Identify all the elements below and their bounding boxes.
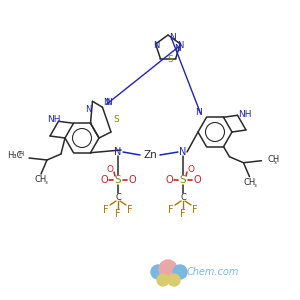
Text: N: N <box>114 147 122 157</box>
Circle shape <box>151 265 165 279</box>
Text: O: O <box>165 175 173 185</box>
Circle shape <box>173 265 187 279</box>
Text: S: S <box>167 56 173 64</box>
Text: S: S <box>115 175 121 185</box>
Text: H: H <box>18 151 24 157</box>
Text: N: N <box>195 108 202 117</box>
Text: ₃: ₃ <box>253 182 256 188</box>
Circle shape <box>157 274 169 286</box>
Text: O: O <box>100 175 108 185</box>
Text: N: N <box>174 44 181 53</box>
Text: C: C <box>115 193 121 202</box>
Text: ₃: ₃ <box>45 179 47 185</box>
Circle shape <box>168 274 180 286</box>
Text: F: F <box>115 209 121 219</box>
Text: N: N <box>169 34 176 43</box>
Text: ₃: ₃ <box>273 159 276 165</box>
Text: Zn: Zn <box>143 150 157 160</box>
Text: N: N <box>85 105 92 114</box>
Text: N: N <box>177 40 183 50</box>
Text: F: F <box>103 205 109 215</box>
Text: Chem.com: Chem.com <box>187 267 239 277</box>
Text: N: N <box>103 98 110 107</box>
Text: N: N <box>179 147 187 157</box>
Text: F: F <box>180 209 186 219</box>
Text: F: F <box>168 205 174 215</box>
Text: CH: CH <box>35 176 47 184</box>
Circle shape <box>159 260 177 278</box>
Text: N: N <box>153 41 159 50</box>
Text: O: O <box>188 166 194 175</box>
Text: NH: NH <box>47 115 60 124</box>
Text: N: N <box>105 98 112 107</box>
Text: F: F <box>127 205 133 215</box>
Text: F: F <box>192 205 198 215</box>
Text: O: O <box>128 175 136 185</box>
Text: H₃C: H₃C <box>8 152 23 160</box>
Text: S: S <box>113 115 119 124</box>
Text: C: C <box>180 193 186 202</box>
Text: CH: CH <box>243 178 256 187</box>
Text: S: S <box>180 175 186 185</box>
Text: O: O <box>193 175 201 185</box>
Text: CH: CH <box>268 155 280 164</box>
Text: O: O <box>106 166 113 175</box>
Text: NH: NH <box>238 110 251 119</box>
